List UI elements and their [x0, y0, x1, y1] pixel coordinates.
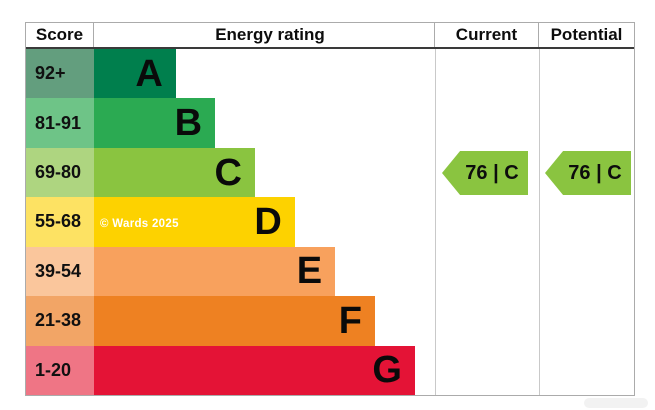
band-letter: E	[296, 250, 323, 293]
potential-rating-label: 76 | C	[568, 161, 622, 184]
potential-rating-arrow: 76 | C	[545, 151, 631, 195]
band-bar-area: D	[94, 197, 435, 247]
current-rating-label: 76 | C	[465, 161, 519, 184]
faint-corner-watermark	[584, 398, 648, 408]
header-energy-rating: Energy rating	[94, 23, 435, 47]
band-row: 69-80 C	[26, 147, 634, 198]
band-bar-area: B	[94, 98, 435, 148]
header-potential: Potential	[550, 25, 623, 44]
band-score-range: 39-54	[26, 246, 94, 297]
band-score-range: 92+	[26, 49, 94, 99]
band-bar: C	[94, 147, 255, 198]
band-row: 81-91 B	[26, 98, 634, 148]
band-row: 21-38 F	[26, 296, 634, 346]
band-bar: F	[94, 296, 375, 346]
current-rating-arrow: 76 | C	[442, 151, 528, 195]
band-bar: D	[94, 197, 295, 247]
table-header: Score Energy rating Current Potential	[26, 23, 634, 49]
band-score-range: 21-38	[26, 296, 94, 346]
band-row: 1-20 G	[26, 345, 634, 395]
band-letter: B	[174, 102, 203, 145]
column-divider-current	[435, 49, 436, 395]
band-score-range: 81-91	[26, 98, 94, 148]
band-bar-area: C	[94, 147, 435, 198]
band-bar-area: G	[94, 345, 435, 395]
band-bar: A	[94, 49, 176, 99]
band-bar-area: F	[94, 296, 435, 346]
band-bar: B	[94, 98, 216, 148]
band-rows: 92+ A 81-91 B 69-80 C 55-68 D	[26, 49, 634, 395]
band-letter: D	[254, 200, 282, 243]
column-divider-potential	[539, 49, 540, 395]
band-letter: A	[135, 52, 163, 95]
band-row: 55-68 D	[26, 197, 634, 247]
band-score-range: 55-68	[26, 197, 94, 247]
header-score: Score	[26, 23, 94, 47]
band-bar-area: A	[94, 49, 435, 99]
band-letter: C	[214, 151, 242, 194]
epc-table: Score Energy rating Current Potential 92…	[25, 22, 635, 396]
table-body: 92+ A 81-91 B 69-80 C 55-68 D	[26, 49, 634, 395]
header-current: Current	[435, 23, 539, 47]
band-bar: E	[94, 246, 336, 297]
band-bar-area: E	[94, 246, 435, 297]
band-bar: G	[94, 345, 415, 395]
band-letter: F	[338, 299, 362, 342]
band-row: 92+ A	[26, 49, 634, 99]
band-row: 39-54 E	[26, 246, 634, 297]
copyright-watermark: © Wards 2025	[100, 218, 179, 230]
band-score-range: 1-20	[26, 345, 94, 395]
band-score-range: 69-80	[26, 147, 94, 198]
band-letter: G	[372, 349, 402, 392]
